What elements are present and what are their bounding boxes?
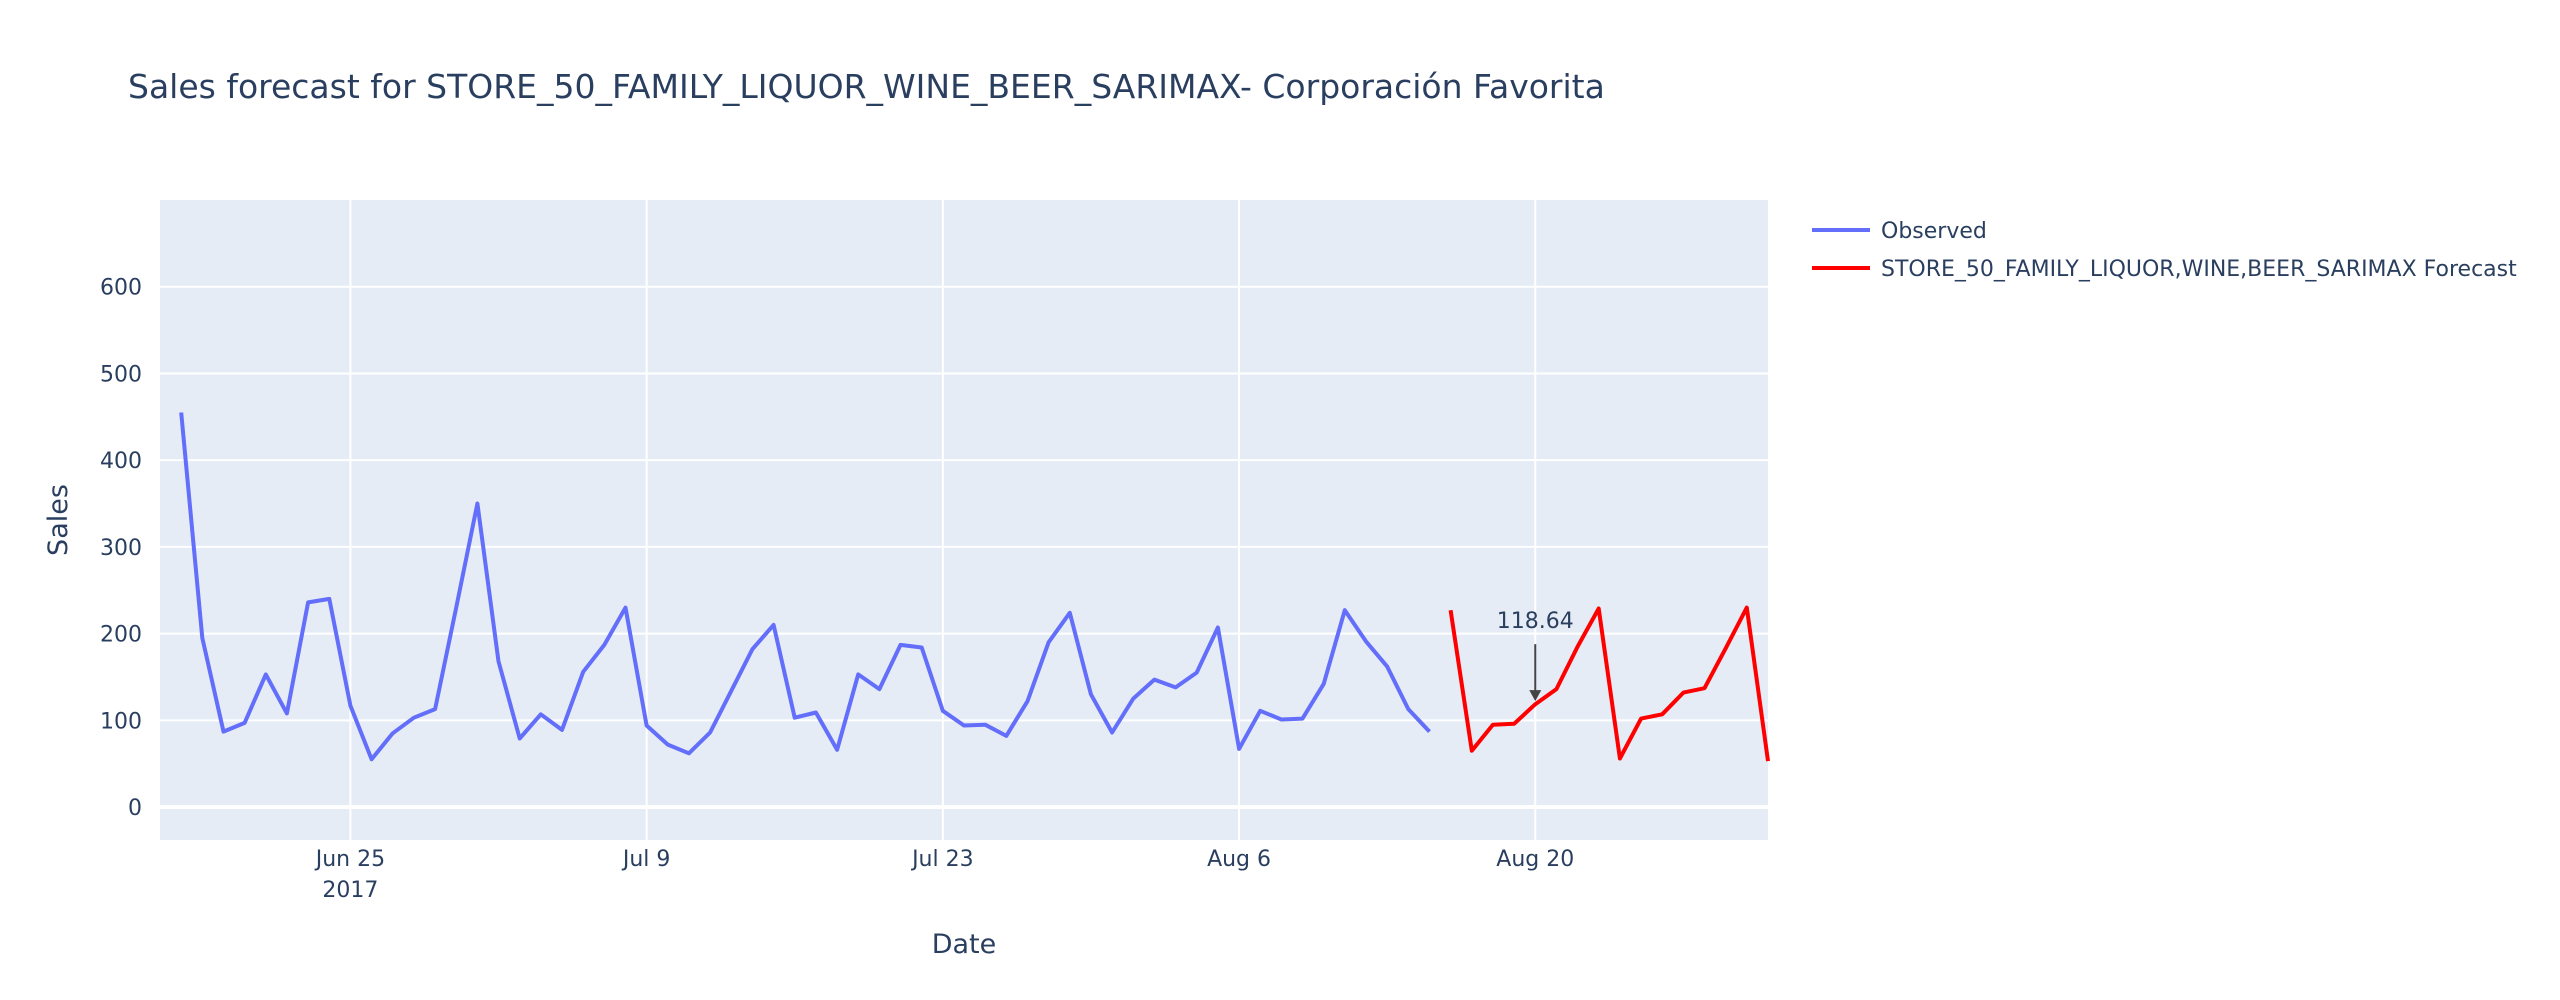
x-tick-label: Jul 9 — [621, 847, 671, 872]
legend: Observed STORE_50_FAMILY_LIQUOR,WINE,BEER… — [1812, 219, 2517, 282]
series-line — [179, 412, 1431, 762]
x-tick-label: Jun 25 — [314, 847, 385, 872]
annotations: 118.64 — [1497, 609, 1574, 702]
annotation-arrowhead — [1529, 690, 1542, 702]
legend-label[interactable]: Observed — [1881, 219, 1987, 244]
plot-area — [160, 200, 1768, 840]
x-tick-sublabel: 2017 — [322, 878, 378, 903]
series-lines — [179, 412, 1770, 762]
y-tick-label: 500 — [100, 362, 142, 387]
y-tick-label: 200 — [100, 623, 142, 648]
y-tick-label: 100 — [100, 709, 142, 734]
y-tick-label: 0 — [128, 796, 142, 821]
x-axis-title: Date — [932, 929, 997, 960]
y-axis-title: Sales — [43, 484, 74, 556]
annotation-label: 118.64 — [1497, 609, 1574, 634]
x-axis-ticks: Jun 25 2017 Jul 9 Jul 23 Aug 6 Aug 20 — [314, 847, 1575, 903]
legend-label[interactable]: STORE_50_FAMILY_LIQUOR,WINE,BEER_SARIMAX… — [1881, 257, 2517, 282]
chart-title: Sales forecast for STORE_50_FAMILY_LIQUO… — [128, 67, 1605, 106]
y-axis-ticks: 0 100 200 300 400 500 600 — [100, 276, 142, 821]
y-tick-label: 300 — [100, 536, 142, 561]
series-line — [1448, 605, 1770, 762]
x-tick-label: Aug 20 — [1496, 847, 1574, 872]
y-tick-label: 400 — [100, 449, 142, 474]
gridlines — [160, 200, 1768, 840]
x-tick-label: Aug 6 — [1207, 847, 1271, 872]
y-tick-label: 600 — [100, 276, 142, 301]
x-tick-label: Jul 23 — [910, 847, 974, 872]
